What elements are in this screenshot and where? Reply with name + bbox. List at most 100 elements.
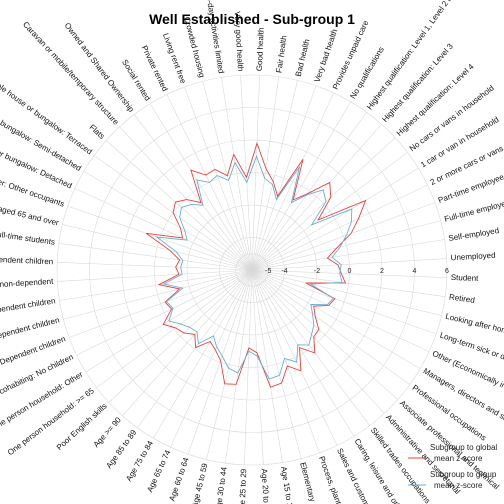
category-label: Age 15 to 19 [279,466,295,504]
grid-spoke [251,80,298,271]
legend-label-group-line1: Subgroup to group [430,470,497,479]
grid-spoke [76,269,253,356]
grid-ring [219,237,285,303]
grid-spoke [224,269,253,464]
category-label: Age 65 to 74 [145,448,172,493]
category-label: Other: All full-time students [0,225,56,247]
grid-spoke [251,269,410,385]
grid-spoke [244,269,253,465]
category-label: Flats [88,123,107,141]
series-layer [145,141,367,388]
grid-spoke [251,112,367,271]
grid-spoke [251,269,355,437]
grid-spoke [184,86,253,271]
category-label: Other: With dependent children [0,253,53,266]
ring-tick-label: 4 [413,268,417,275]
grid-ring [89,107,415,433]
radar-grid [56,74,448,466]
grid-spoke [251,101,351,271]
grid-spoke [67,205,253,271]
ring-tick-label: 0 [348,268,352,275]
grid-spoke [251,124,382,271]
grid-spoke [251,202,436,271]
grid-spoke [251,239,445,271]
chart-title: Well Established - Sub-group 1 [149,11,355,27]
category-label: Unemployed [450,251,495,263]
legend-label-group-line2: mean z-score [434,481,483,490]
grid-ring [154,172,350,368]
legend-label-global-line2: mean z-score [434,454,483,463]
grid-spoke [221,77,253,271]
grid-spoke [68,269,253,338]
grid-spoke [170,269,253,448]
grid-spoke [106,140,253,271]
category-label: Very good health [233,11,246,71]
category-label: Age 30 to 44 [214,466,229,504]
grid-spoke [251,184,428,271]
category-label: Age 25 to 29 [237,468,248,504]
legend-label-global-line1: Subgroup to global [430,443,497,452]
grid-spoke [251,269,385,414]
grid-spoke [251,75,260,271]
grid-spoke [187,269,253,455]
category-label: Fair health [274,35,288,74]
grid-spoke [240,75,253,271]
grid-spoke [251,269,320,454]
series-line-global [145,141,367,388]
grid-spoke [153,269,253,439]
grid-spoke [251,269,283,463]
ring-tick-label: -5 [265,268,271,275]
grid-spoke [251,269,421,369]
grid-spoke [59,269,253,301]
ring-tick-label: -2 [314,268,320,275]
category-label: Professional occupations [411,383,488,443]
grid-spoke [83,171,253,271]
category-label: Student [451,273,480,283]
grid-ring [121,139,383,401]
legend: Subgroup to global mean z-score Subgroup… [408,443,497,490]
grid-spoke [137,269,253,428]
grid-spoke [251,92,334,271]
grid-spoke [96,269,253,388]
grid-spoke [251,269,442,316]
grid-spoke [251,167,419,271]
grid-spoke [251,269,338,446]
grid-spoke [119,126,253,271]
grid-spoke [251,258,447,271]
grid-spoke [57,269,253,282]
ring-tick-label: -4 [281,268,287,275]
ring-tick-label: 6 [445,268,449,275]
grid-spoke [122,269,253,416]
category-label: Bad health [294,38,312,77]
grid-ring [56,74,448,466]
grid-spoke [251,269,437,335]
grid-spoke [251,269,430,352]
series-line-group [155,155,353,380]
grid-spoke [251,269,302,459]
category-label: Age 20 to 24 [260,468,272,504]
category-label: 1 car or van in household [419,115,500,170]
grid-spoke [251,269,370,426]
category-label: Very bad health [313,28,340,83]
grid-spoke [108,269,253,403]
grid-spoke [251,85,317,271]
grid-ring [235,253,269,287]
grid-spoke [134,114,253,271]
grid-spoke [251,269,447,278]
category-label: Self-employed [448,226,500,243]
grid-spoke [206,269,253,460]
grid-spoke [62,224,253,271]
grid-spoke [251,269,264,465]
category-label: Good health [255,27,266,71]
grid-spoke [251,137,396,271]
category-label: Lone parent: All children non-dependent [0,277,54,294]
grid-spoke [149,103,253,271]
grid-spoke [63,269,253,320]
category-label: Full-time employee [443,198,504,224]
ring-labels: -5 -4 -2 0 2 4 6 [265,268,449,275]
category-label: Retired [449,292,476,304]
grid-spoke [58,242,253,271]
category-label: Age 45 to 59 [190,462,209,504]
